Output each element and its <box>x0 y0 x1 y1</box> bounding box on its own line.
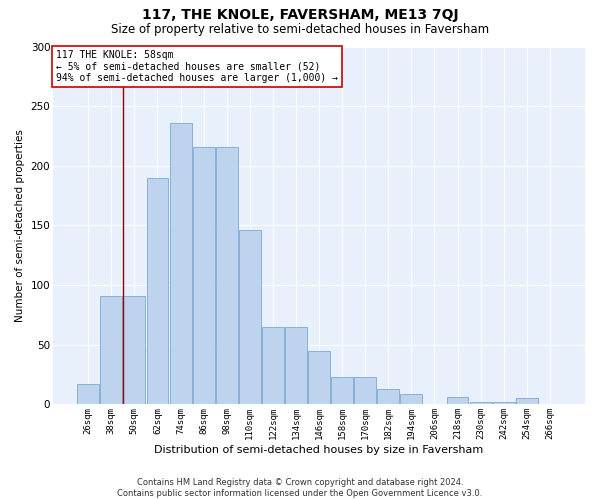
Text: 117 THE KNOLE: 58sqm
← 5% of semi-detached houses are smaller (52)
94% of semi-d: 117 THE KNOLE: 58sqm ← 5% of semi-detach… <box>56 50 338 84</box>
Text: 117, THE KNOLE, FAVERSHAM, ME13 7QJ: 117, THE KNOLE, FAVERSHAM, ME13 7QJ <box>142 8 458 22</box>
Bar <box>170 123 191 404</box>
X-axis label: Distribution of semi-detached houses by size in Faversham: Distribution of semi-detached houses by … <box>154 445 484 455</box>
Bar <box>331 377 353 404</box>
Bar <box>446 398 469 404</box>
Bar <box>493 402 515 404</box>
Bar <box>470 402 491 404</box>
Bar <box>239 230 261 404</box>
Bar <box>377 389 399 404</box>
Bar <box>124 296 145 405</box>
Bar <box>308 350 330 405</box>
Bar <box>516 398 538 404</box>
Text: Size of property relative to semi-detached houses in Faversham: Size of property relative to semi-detach… <box>111 22 489 36</box>
Bar <box>100 296 122 405</box>
Bar <box>77 384 99 404</box>
Y-axis label: Number of semi-detached properties: Number of semi-detached properties <box>15 129 25 322</box>
Bar <box>262 327 284 404</box>
Bar <box>146 178 169 404</box>
Text: Contains HM Land Registry data © Crown copyright and database right 2024.
Contai: Contains HM Land Registry data © Crown c… <box>118 478 482 498</box>
Bar <box>285 327 307 404</box>
Bar <box>193 146 215 404</box>
Bar <box>400 394 422 404</box>
Bar <box>216 146 238 404</box>
Bar <box>354 377 376 404</box>
